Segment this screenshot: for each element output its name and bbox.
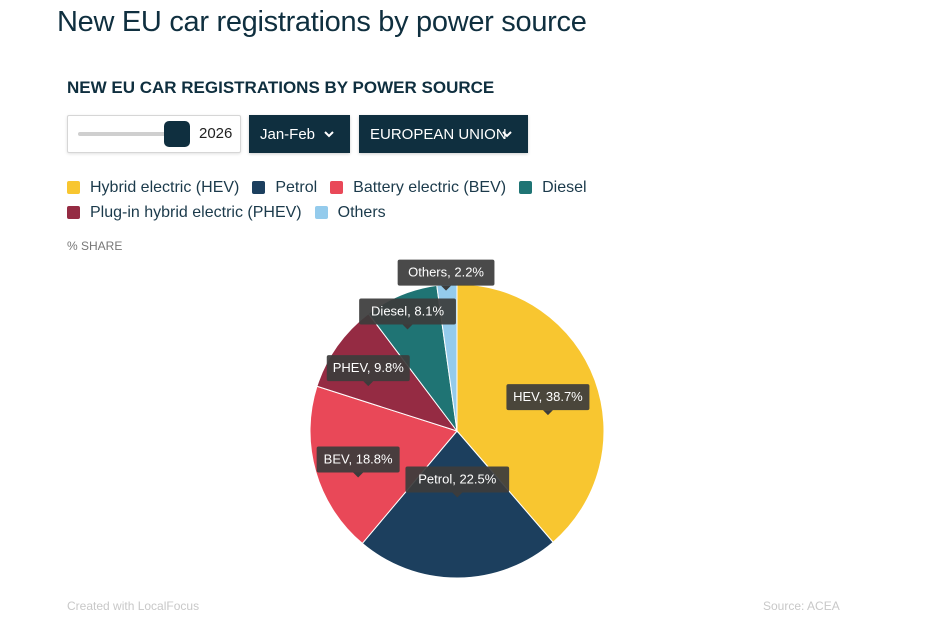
slider-year-value: 2026 xyxy=(199,125,233,142)
unit-label: % SHARE xyxy=(67,239,123,253)
legend-item[interactable]: Battery electric (BEV) xyxy=(330,175,506,200)
tooltip-pointer xyxy=(542,410,553,416)
slice-data-label: PHEV, 9.8% xyxy=(333,360,405,375)
legend-item[interactable]: Petrol xyxy=(252,175,317,200)
legend-swatch xyxy=(67,206,80,219)
legend-item[interactable]: Others xyxy=(314,200,386,225)
legend-label: Battery electric (BEV) xyxy=(353,178,507,196)
legend-swatch xyxy=(252,181,266,194)
pie-slice-hev[interactable] xyxy=(456,283,605,543)
tooltip-pointer xyxy=(441,285,452,291)
tooltip-pointer xyxy=(353,472,364,478)
slice-data-label: Petrol, 22.5% xyxy=(418,472,496,487)
tooltip-pointer xyxy=(402,324,413,330)
period-dropdown[interactable]: Jan-Feb xyxy=(249,115,350,153)
slice-tooltip: PHEV, 9.8% xyxy=(326,355,410,387)
slice-data-label: Others, 2.2% xyxy=(408,265,484,280)
tooltip-box xyxy=(397,259,495,286)
slice-data-label: HEV, 38.7% xyxy=(513,389,583,404)
region-dropdown-label: EUROPEAN UNION xyxy=(370,125,507,143)
tooltip-box xyxy=(326,355,410,382)
slider-track[interactable] xyxy=(78,132,173,136)
legend-item[interactable]: Diesel xyxy=(519,175,587,200)
chevron-down-icon xyxy=(502,131,512,138)
legend-swatch xyxy=(67,181,80,194)
legend-swatch xyxy=(330,181,344,194)
tooltip-box xyxy=(405,466,510,493)
period-dropdown-label: Jan-Feb xyxy=(260,125,316,143)
legend-item[interactable]: Plug-in hybrid electric (PHEV) xyxy=(67,200,302,225)
chart-title: NEW EU CAR REGISTRATIONS BY POWER SOURCE xyxy=(67,78,495,97)
legend-label: Plug-in hybrid electric (PHEV) xyxy=(90,203,302,221)
page-title: New EU car registrations by power source xyxy=(57,6,587,38)
legend-label: Diesel xyxy=(542,178,587,196)
tooltip-box xyxy=(316,446,400,473)
slice-tooltip: Petrol, 22.5% xyxy=(405,466,510,498)
tooltip-box xyxy=(506,384,590,411)
legend: Hybrid electric (HEV) Petrol Battery ele… xyxy=(67,175,847,225)
slider-handle[interactable] xyxy=(164,121,190,147)
slice-data-label: Diesel, 8.1% xyxy=(371,303,444,318)
source-note: Source: ACEA xyxy=(763,599,840,613)
slice-data-label: BEV, 18.8% xyxy=(324,452,393,467)
legend-swatch xyxy=(314,206,328,219)
chevron-down-icon xyxy=(324,131,334,138)
slice-tooltip: HEV, 38.7% xyxy=(506,384,590,416)
legend-label: Petrol xyxy=(275,178,318,196)
slice-tooltip: BEV, 18.8% xyxy=(316,446,400,478)
legend-swatch xyxy=(519,181,533,194)
legend-label: Others xyxy=(337,203,386,221)
pie-slice-petrol[interactable] xyxy=(361,430,554,579)
region-dropdown[interactable]: EUROPEAN UNION xyxy=(359,115,528,153)
tooltip-pointer xyxy=(452,492,463,498)
slice-tooltip: Others, 2.2% xyxy=(397,259,495,291)
credit-link[interactable]: Created with LocalFocus xyxy=(67,599,200,613)
slice-tooltip: Diesel, 8.1% xyxy=(359,298,456,330)
tooltip-pointer xyxy=(363,381,374,387)
legend-label: Hybrid electric (HEV) xyxy=(90,178,240,196)
legend-item[interactable]: Hybrid electric (HEV) xyxy=(67,175,239,200)
tooltip-box xyxy=(359,298,456,325)
year-slider[interactable]: 2026 xyxy=(67,115,241,153)
